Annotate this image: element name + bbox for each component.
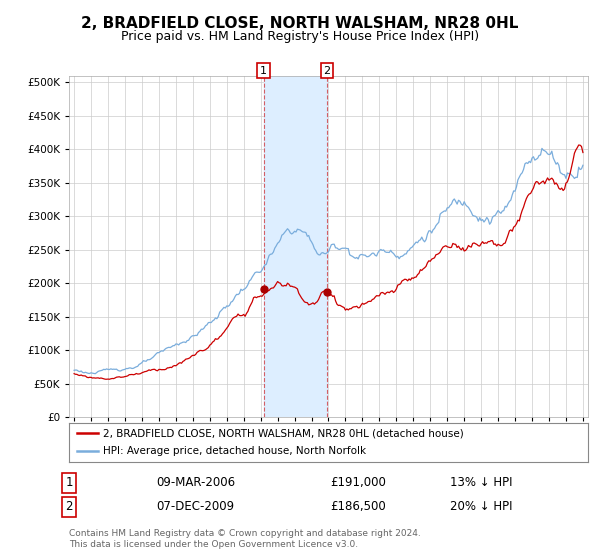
Text: 2, BRADFIELD CLOSE, NORTH WALSHAM, NR28 0HL (detached house): 2, BRADFIELD CLOSE, NORTH WALSHAM, NR28 … <box>103 428 463 438</box>
Text: 20% ↓ HPI: 20% ↓ HPI <box>450 500 512 514</box>
Text: 1: 1 <box>65 476 73 489</box>
Bar <box>264 76 327 417</box>
Text: £191,000: £191,000 <box>330 476 386 489</box>
Text: 1: 1 <box>260 66 267 76</box>
Text: 2, BRADFIELD CLOSE, NORTH WALSHAM, NR28 0HL: 2, BRADFIELD CLOSE, NORTH WALSHAM, NR28 … <box>82 16 518 31</box>
Text: 07-DEC-2009: 07-DEC-2009 <box>156 500 234 514</box>
Text: 13% ↓ HPI: 13% ↓ HPI <box>450 476 512 489</box>
Text: 09-MAR-2006: 09-MAR-2006 <box>156 476 235 489</box>
Text: Price paid vs. HM Land Registry's House Price Index (HPI): Price paid vs. HM Land Registry's House … <box>121 30 479 43</box>
Text: £186,500: £186,500 <box>330 500 386 514</box>
Text: HPI: Average price, detached house, North Norfolk: HPI: Average price, detached house, Nort… <box>103 446 366 456</box>
Text: Contains HM Land Registry data © Crown copyright and database right 2024.
This d: Contains HM Land Registry data © Crown c… <box>69 529 421 549</box>
Text: 2: 2 <box>323 66 331 76</box>
Text: 2: 2 <box>65 500 73 514</box>
